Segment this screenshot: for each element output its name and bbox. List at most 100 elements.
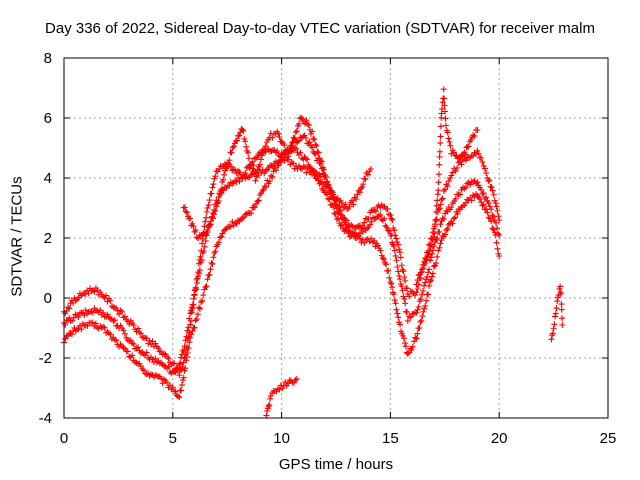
data-point-marker <box>265 403 272 410</box>
data-point-marker <box>199 297 206 304</box>
data-point-marker <box>388 280 395 287</box>
data-point-marker <box>89 319 96 326</box>
data-point-marker <box>402 300 409 307</box>
data-point-marker <box>240 127 247 134</box>
data-point-marker <box>394 239 401 246</box>
data-point-marker <box>438 196 445 203</box>
data-point-marker <box>444 225 451 232</box>
data-point-marker <box>435 179 442 186</box>
data-point-marker <box>492 200 499 207</box>
data-point-marker <box>399 287 406 294</box>
data-point-marker <box>448 172 455 179</box>
data-point-marker <box>430 263 437 270</box>
data-point-marker <box>338 199 345 206</box>
data-point-marker <box>329 189 336 196</box>
data-point-marker <box>269 134 276 141</box>
data-point-marker <box>475 150 482 157</box>
data-point-marker <box>388 215 395 222</box>
data-point-marker <box>172 388 179 395</box>
data-point-marker <box>254 166 261 173</box>
y-axis-label: SDTVAR / TECUs <box>8 176 26 297</box>
data-point-marker <box>190 223 197 230</box>
data-point-marker <box>206 271 213 278</box>
data-point-marker <box>245 155 252 162</box>
data-point-marker <box>187 317 194 324</box>
data-point-marker <box>359 184 366 191</box>
data-point-marker <box>198 247 205 254</box>
data-point-marker <box>70 299 77 306</box>
data-point-marker <box>400 335 407 342</box>
data-point-marker <box>360 181 367 188</box>
data-point-marker <box>252 177 259 184</box>
data-point-marker <box>492 219 499 226</box>
data-point-marker <box>186 339 193 346</box>
data-point-marker <box>397 254 404 261</box>
data-point-marker <box>395 268 402 275</box>
data-point-marker <box>417 318 424 325</box>
data-point-marker <box>442 115 449 122</box>
data-point-marker <box>435 187 442 194</box>
data-point-marker <box>449 169 456 176</box>
data-point-marker <box>386 274 393 281</box>
data-point-marker <box>206 197 213 204</box>
data-point-marker <box>257 156 264 163</box>
data-point-marker <box>457 191 464 198</box>
data-point-marker <box>207 266 214 273</box>
data-point-marker <box>495 213 502 220</box>
data-point-marker <box>267 392 274 399</box>
data-point-marker <box>404 317 411 324</box>
data-point-marker <box>443 207 450 214</box>
data-point-marker <box>189 305 196 312</box>
data-point-marker <box>474 179 481 186</box>
data-point-marker <box>220 176 227 183</box>
data-point-marker <box>259 187 266 194</box>
data-point-marker <box>261 183 268 190</box>
data-point-marker <box>554 298 561 305</box>
data-point-marker <box>394 264 401 271</box>
data-point-marker <box>474 127 481 133</box>
data-point-marker <box>559 322 566 328</box>
data-point-marker <box>452 214 459 221</box>
data-point-marker <box>232 166 239 173</box>
data-point-marker <box>462 199 469 206</box>
data-series <box>548 283 566 343</box>
data-point-marker <box>67 330 74 337</box>
data-point-marker <box>254 198 261 205</box>
data-point-marker <box>161 376 168 383</box>
data-series <box>61 146 503 379</box>
data-point-marker <box>404 350 411 357</box>
data-point-marker <box>304 156 311 163</box>
data-point-marker <box>422 302 429 309</box>
data-point-marker <box>309 144 316 151</box>
data-point-marker <box>419 313 426 320</box>
data-point-marker <box>146 337 153 344</box>
data-point-marker <box>429 229 436 236</box>
data-point-marker <box>321 166 328 173</box>
data-point-marker <box>415 303 422 310</box>
y-tick-label: 4 <box>44 170 52 187</box>
data-point-marker <box>444 183 451 190</box>
data-point-marker <box>558 290 565 297</box>
data-point-marker <box>176 372 183 379</box>
data-point-marker <box>398 262 405 269</box>
data-point-marker <box>385 267 392 274</box>
data-point-marker <box>171 360 178 367</box>
data-point-marker <box>212 208 219 215</box>
data-point-marker <box>297 149 304 156</box>
data-point-marker <box>381 259 388 266</box>
data-point-marker <box>392 232 399 239</box>
data-point-marker <box>425 291 432 298</box>
data-point-marker <box>84 322 91 329</box>
data-point-marker <box>173 365 180 372</box>
data-point-marker <box>393 235 400 242</box>
data-point-marker <box>202 218 209 225</box>
data-point-marker <box>101 324 108 331</box>
data-point-marker <box>209 184 216 191</box>
data-point-marker <box>447 142 454 149</box>
data-point-marker <box>413 335 420 342</box>
data-point-marker <box>421 305 428 312</box>
data-point-marker <box>311 136 318 143</box>
data-point-marker <box>266 395 273 402</box>
x-tick-label: 20 <box>491 430 508 447</box>
